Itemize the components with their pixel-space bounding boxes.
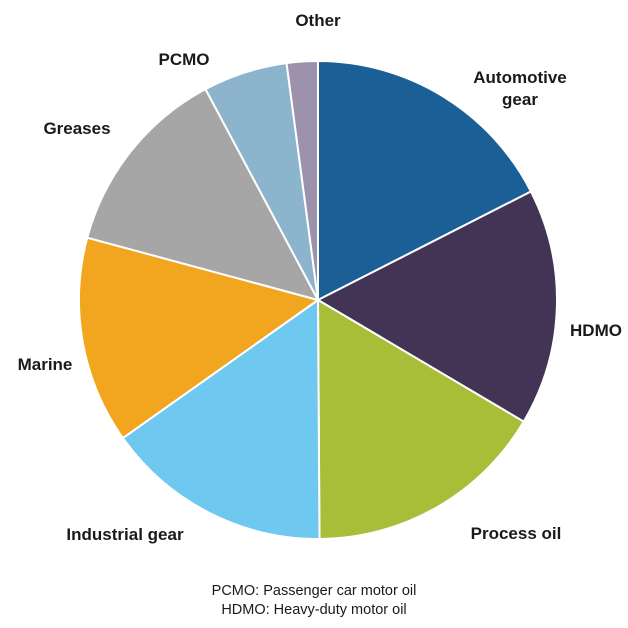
pie-slice-other <box>285 60 319 301</box>
slice-label-process-oil: Process oil <box>471 524 562 543</box>
pie-slice-hdmo <box>317 190 558 423</box>
pie-slice-marine <box>77 236 319 440</box>
slice-label-pcmo: PCMO <box>159 50 210 69</box>
slice-label-greases: Greases <box>43 119 110 138</box>
slice-label-marine: Marine <box>18 355 73 374</box>
slice-label-industrial-gear: Industrial gear <box>66 525 184 544</box>
pie-slice-process-oil <box>317 299 525 540</box>
footnote-hdmo: HDMO: Heavy-duty motor oil <box>221 602 407 618</box>
pie-slice-automotive-gear <box>317 60 532 301</box>
slice-label-other: Other <box>295 11 341 30</box>
pie-slice-industrial-gear <box>121 299 321 541</box>
slice-label-hdmo: HDMO <box>570 321 622 340</box>
pie-labels: Automotive gear HDMO Process oil Industrial … <box>18 11 622 544</box>
slice-label-automotive-gear: Automotive gear <box>473 68 567 109</box>
pie-slices <box>77 60 558 541</box>
pie-slice-greases <box>86 88 319 301</box>
footnote-pcmo: PCMO: Passenger car motor oil <box>211 583 417 599</box>
